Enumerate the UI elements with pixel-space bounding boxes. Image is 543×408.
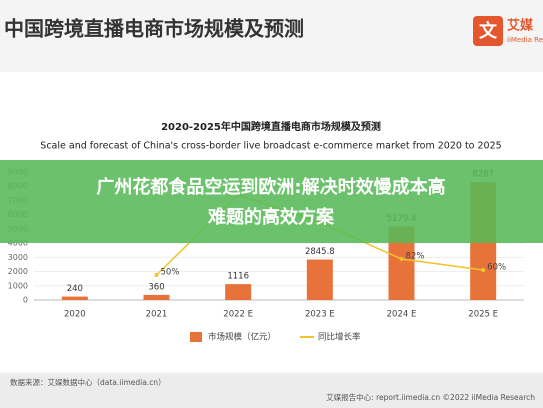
y-tick-label: 4000 [8, 239, 28, 248]
data-label: 1116 [227, 272, 249, 282]
chart-title: 2020-2025年中国跨境直播电商市场规模及预测 [161, 120, 381, 133]
y-tick-label: 0 [23, 296, 28, 305]
banner-line: 广州花都食品空运到欧洲:解决时效慢成本高 [96, 176, 445, 198]
legend-label: 市场规模（亿元） [208, 332, 276, 343]
banner-line: 难题的高效方案 [207, 206, 335, 228]
logo-mark: 文 [479, 20, 498, 42]
bar [306, 259, 333, 300]
legend-swatch [190, 332, 202, 342]
line-point [481, 268, 486, 272]
x-tick-label: 2020 [64, 310, 86, 320]
data-label: 360 [148, 282, 164, 292]
x-tick-label: 2025 E [468, 310, 498, 320]
logo-icon [473, 16, 503, 46]
x-tick-label: 2024 E [387, 310, 417, 320]
data-label: 2845.8 [305, 247, 335, 257]
line-point [154, 273, 159, 277]
bar [61, 296, 88, 300]
logo-text: 艾媒 [507, 18, 534, 34]
y-tick-label: 3000 [8, 253, 28, 262]
footer-right: 艾媒报告中心: report.iimedia.cn ©2022 iiMedia … [326, 392, 535, 402]
footer [0, 374, 543, 408]
source: 数据来源：艾媒数据中心（data.iimedia.cn） [10, 377, 166, 387]
legend-label: 同比增长率 [318, 332, 361, 343]
bar [143, 294, 170, 300]
data-label: 82% [406, 252, 425, 262]
y-tick-label: 2000 [8, 267, 28, 276]
line-point [399, 257, 404, 261]
chart-subtitle: Scale and forecast of China's cross-bord… [40, 141, 501, 152]
x-tick-label: 2022 E [223, 310, 253, 320]
banner [0, 160, 543, 243]
header-title: 中国跨境直播电商市场规模及预测 [4, 17, 304, 41]
data-label: 50% [161, 268, 180, 278]
x-tick-label: 2021 [146, 310, 168, 320]
data-label: 240 [67, 284, 83, 294]
bar [225, 284, 252, 300]
data-label: 60% [487, 263, 506, 273]
x-tick-label: 2023 E [305, 310, 335, 320]
logo-sub: iiMedia Report [507, 36, 543, 44]
y-tick-label: 1000 [8, 281, 28, 290]
